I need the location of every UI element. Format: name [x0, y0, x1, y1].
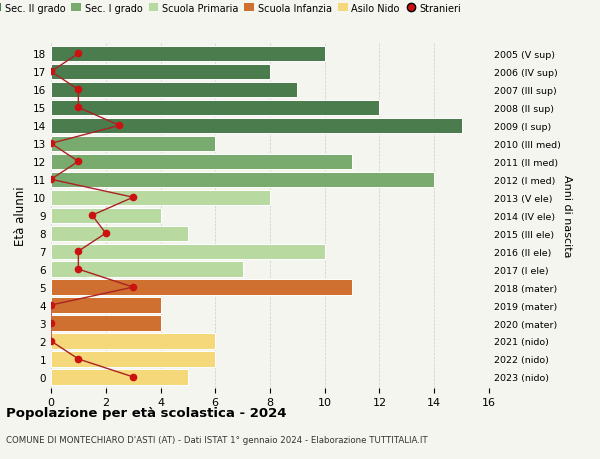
Y-axis label: Età alunni: Età alunni — [14, 186, 28, 246]
Bar — [51, 262, 242, 277]
Bar — [51, 369, 188, 385]
Y-axis label: Anni di nascita: Anni di nascita — [562, 174, 572, 257]
Text: COMUNE DI MONTECHIARO D'ASTI (AT) - Dati ISTAT 1° gennaio 2024 - Elaborazione TU: COMUNE DI MONTECHIARO D'ASTI (AT) - Dati… — [6, 435, 428, 444]
Bar — [51, 118, 461, 134]
Bar — [51, 172, 434, 187]
Bar — [51, 154, 352, 169]
Bar — [51, 316, 161, 331]
Bar — [51, 334, 215, 349]
Bar — [51, 298, 161, 313]
Bar — [51, 136, 215, 151]
Bar — [51, 226, 188, 241]
Bar — [51, 65, 270, 80]
Bar — [51, 190, 270, 206]
Bar — [51, 47, 325, 62]
Bar — [51, 208, 161, 224]
Legend: Sec. II grado, Sec. I grado, Scuola Primaria, Scuola Infanzia, Asilo Nido, Stran: Sec. II grado, Sec. I grado, Scuola Prim… — [0, 4, 461, 14]
Bar — [51, 352, 215, 367]
Bar — [51, 101, 379, 116]
Text: Popolazione per età scolastica - 2024: Popolazione per età scolastica - 2024 — [6, 406, 287, 419]
Bar — [51, 83, 298, 98]
Bar — [51, 280, 352, 295]
Bar — [51, 244, 325, 259]
